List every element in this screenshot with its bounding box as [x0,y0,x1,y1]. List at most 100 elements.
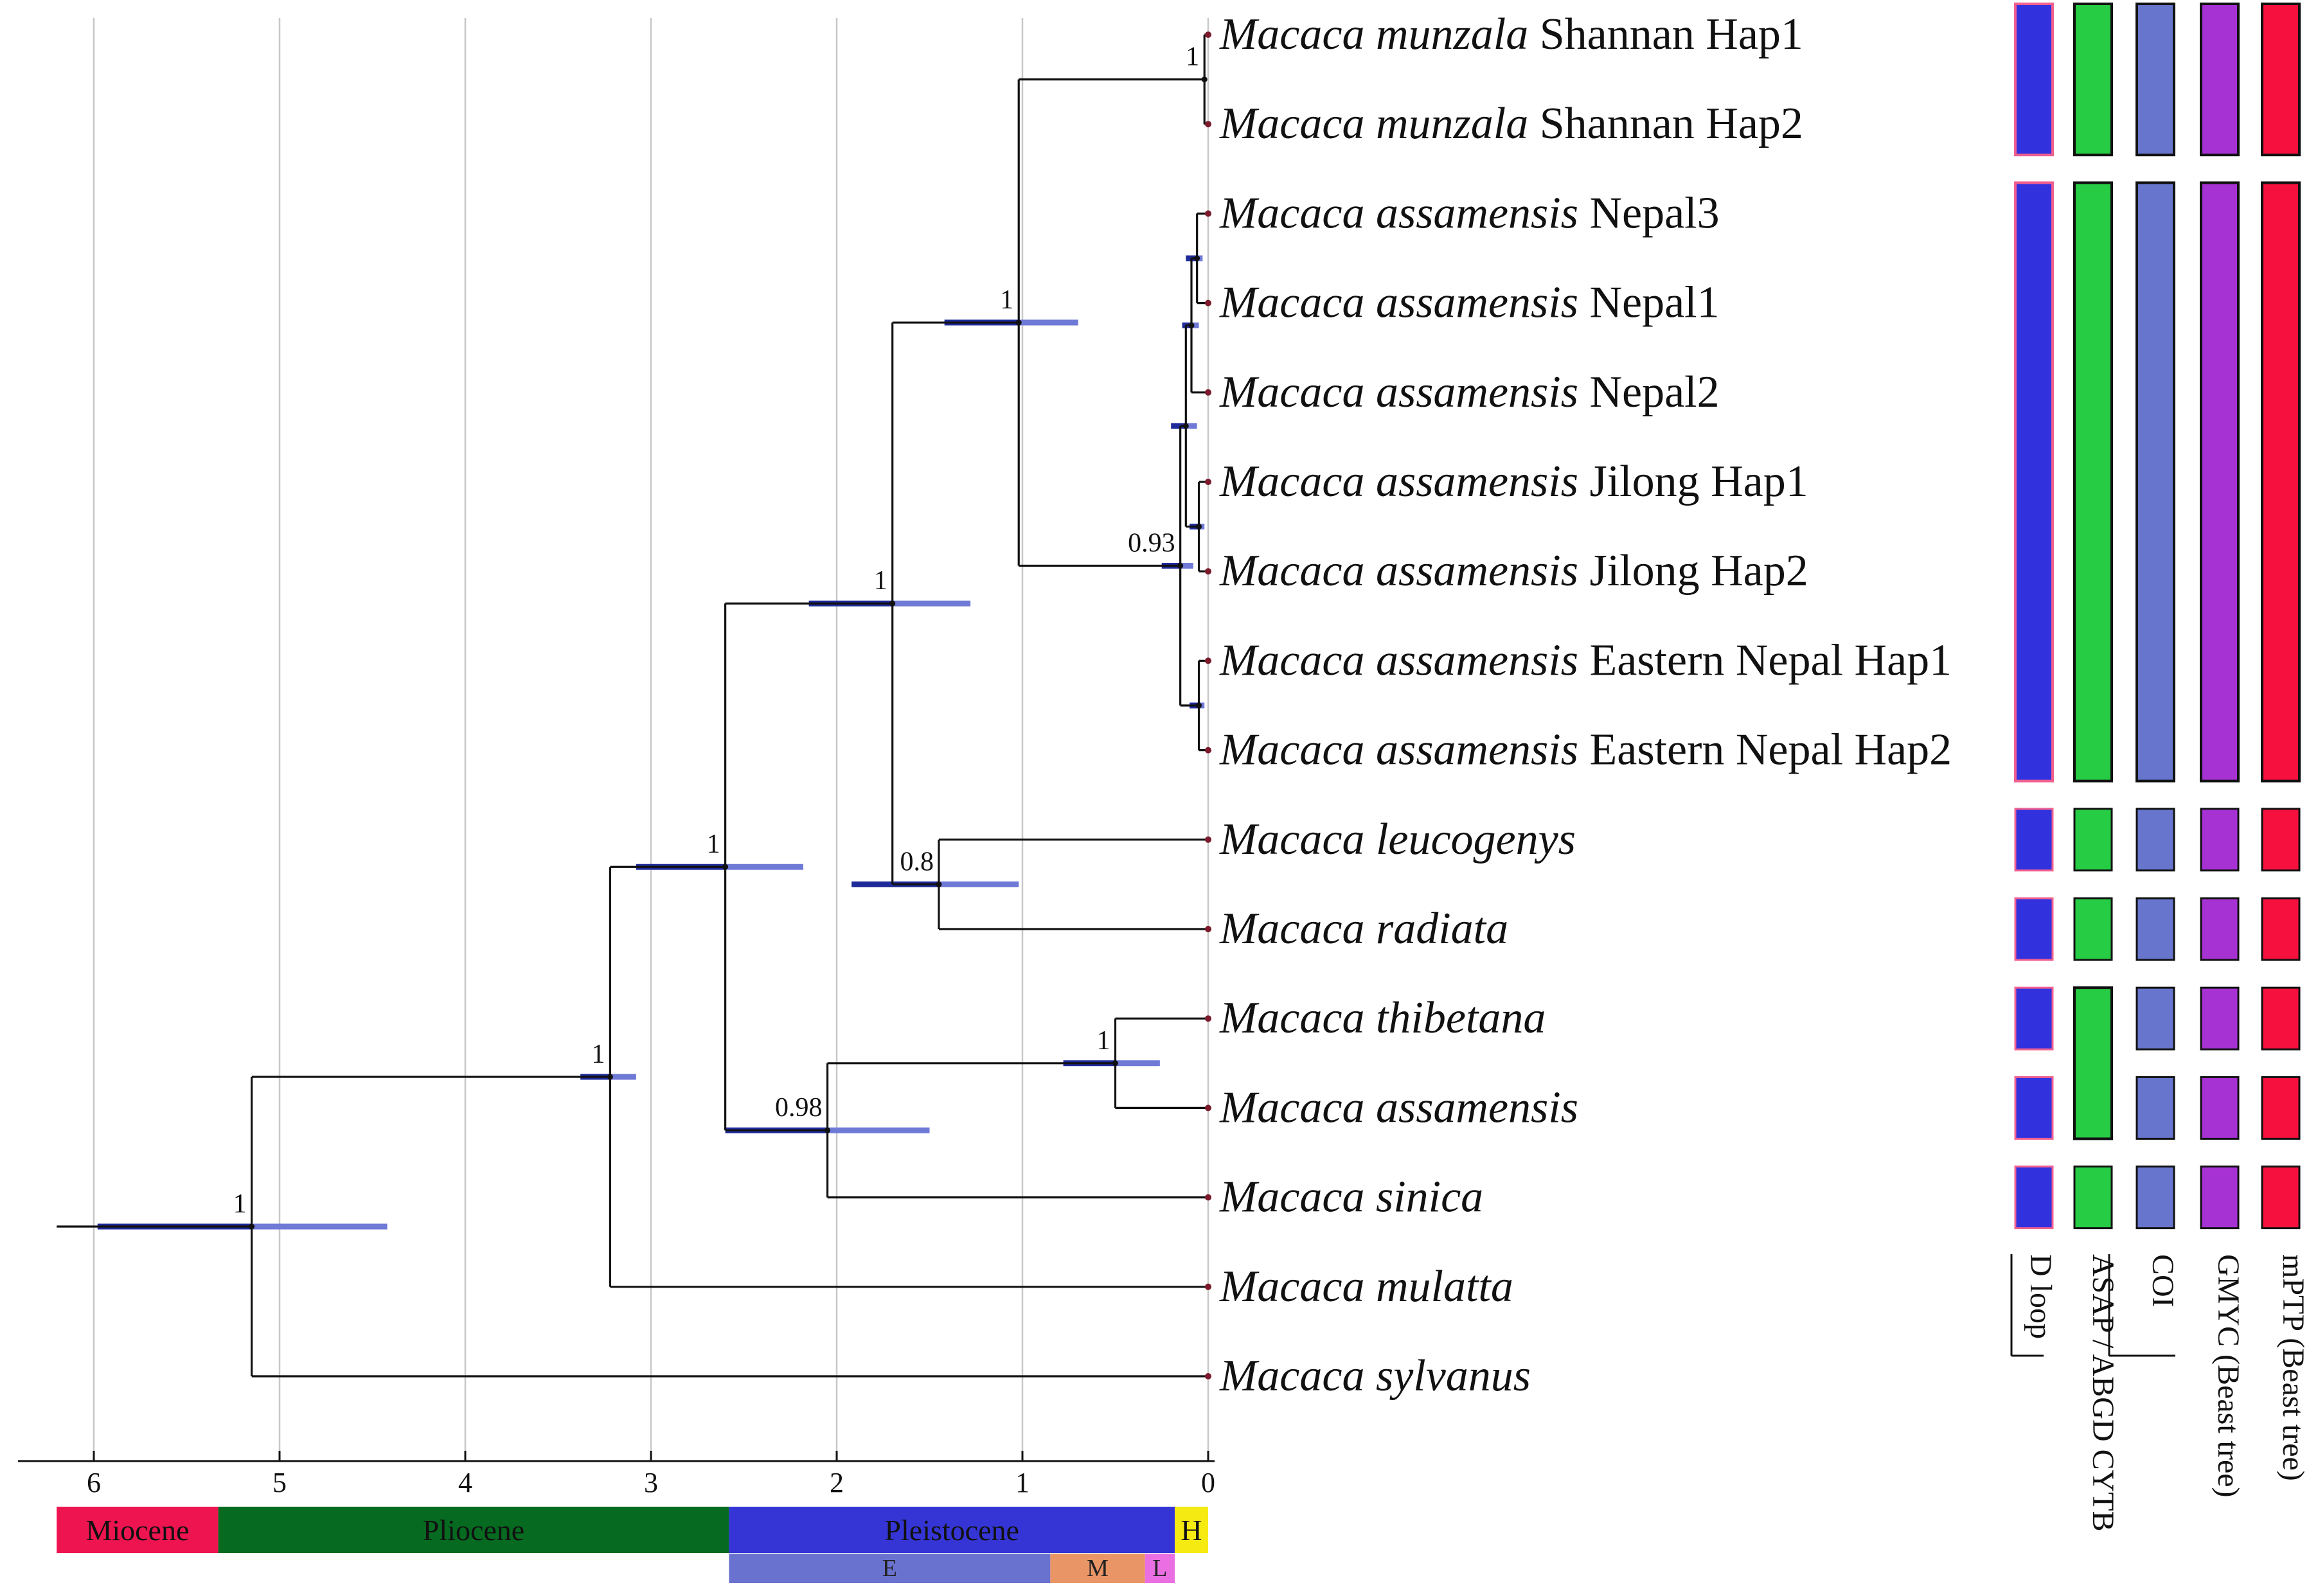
subepoch-label: E [882,1555,897,1582]
support-n_thib_ass: 1 [1097,1026,1110,1056]
tip-dot [1205,568,1211,575]
delimit-box-0 [2014,1076,2054,1140]
taxon-label: Macaca assamensis Eastern Nepal Hap1 [1219,635,1952,685]
delimit-box-4 [2261,1076,2301,1140]
delimit-box-4 [2261,181,2301,783]
taxon-population: Shannan Hap2 [1528,99,1803,148]
delimit-box-1 [2073,897,2113,961]
delimit-box-2 [2135,1166,2175,1230]
taxon-label: Macaca assamensis Nepal2 [1219,368,1720,417]
delimit-box-4 [2261,986,2301,1051]
taxon-label: Macaca assamensis Nepal3 [1219,188,1720,238]
axis-tick-label: 4 [458,1467,472,1498]
taxon-genus-species: Macaca sinica [1219,1173,1483,1222]
method-label: ASAP / ABGD CYTB [2086,1254,2120,1532]
tip-dot [1205,389,1211,396]
taxon-population: Eastern Nepal Hap2 [1578,725,1952,775]
delimit-box-3 [2200,181,2240,783]
taxon-genus-species: Macaca assamensis [1219,546,1578,596]
taxon-population: Shannan Hap1 [1528,10,1803,59]
delimit-box-2 [2135,181,2175,783]
taxon-genus-species: Macaca assamensis [1219,635,1578,685]
delimit-box-1 [2073,986,2113,1140]
taxon-label: Macaca munzala Shannan Hap1 [1219,10,1803,59]
tip-dot [1205,836,1211,843]
delimit-box-2 [2135,808,2175,872]
delimit-box-3 [2200,1076,2240,1140]
delimit-box-2 [2135,897,2175,961]
species-delimitation-columns: D loop ASAP / ABGD CYTB COI GMYC (Beast tre… [2010,3,2310,1532]
time-gridlines [93,18,1209,1459]
taxon-label: Macaca assamensis Nepal1 [1219,278,1720,328]
taxon-population: Jilong Hap2 [1578,546,1808,596]
delimit-box-1 [2073,3,2113,157]
delimit-box-2 [2135,3,2175,157]
epoch-label: Pleistocene [884,1514,1019,1547]
delimit-box-0 [2014,986,2054,1051]
taxon-genus-species: Macaca assamensis [1219,368,1578,417]
taxon-label: Macaca sinica [1219,1173,1483,1222]
epoch-h [1174,1507,1208,1553]
epoch-miocene [57,1507,218,1553]
tip-dot [1205,1373,1211,1379]
taxon-population: Nepal2 [1578,368,1720,417]
tip-dot [1205,657,1211,664]
taxon-label: Macaca thibetana [1219,993,1546,1043]
taxon-label: Macaca assamensis Jilong Hap2 [1219,546,1808,596]
method-label: GMYC (Beast tree) [2211,1254,2245,1498]
taxon-label: Macaca mulatta [1219,1262,1513,1311]
taxon-genus-species: Macaca munzala [1219,10,1528,59]
node-support-values: 1 0.93 1 0.8 1 1 0.98 1 1 1 [233,42,1200,1219]
taxon-genus-species: Macaca mulatta [1219,1262,1513,1311]
delimit-box-1 [2073,1166,2113,1230]
taxon-genus-species: Macaca leucogenys [1219,815,1576,864]
taxon-genus-species: Macaca sylvanus [1219,1351,1531,1401]
delimit-box-4 [2261,808,2301,872]
epoch-label: Pliocene [423,1514,524,1547]
tip-markers [1205,31,1211,1379]
axis-tick-label: 6 [87,1467,101,1498]
subepoch-label: L [1152,1555,1167,1582]
taxon-label: Macaca radiata [1219,904,1508,953]
support-n_leu_rad: 0.8 [900,847,934,876]
axis-tick-label: 3 [644,1467,658,1498]
delimit-box-2 [2135,1076,2175,1140]
support-n_mun_ass: 1 [1000,285,1013,315]
time-axis: 6 5 4 3 2 1 0 [18,1451,1215,1498]
tip-dot [1205,1015,1211,1022]
tip-dot [1205,926,1211,932]
tip-dot [1205,121,1211,128]
delimit-box-0 [2014,1166,2054,1230]
tip-dot [1205,299,1211,306]
support-n_mun: 1 [1186,42,1199,72]
delimit-box-0 [2014,897,2054,961]
delimit-box-1 [2073,808,2113,872]
taxon-genus-species: Macaca assamensis [1219,457,1578,506]
tip-dot [1205,747,1211,754]
taxon-population: Eastern Nepal Hap1 [1578,635,1952,685]
delimit-box-4 [2261,1166,2301,1230]
tip-dot [1205,1194,1211,1201]
epoch-label: H [1181,1514,1202,1547]
subepoch-m [1050,1554,1145,1583]
delimit-box-4 [2261,897,2301,961]
taxon-genus-species: Macaca radiata [1219,904,1508,953]
method-label: D loop [2024,1254,2058,1339]
subepoch-e [729,1554,1051,1583]
axis-tick-label: 1 [1015,1467,1030,1498]
tip-dot [1205,1283,1211,1290]
taxon-population: Jilong Hap1 [1578,457,1808,506]
taxon-label: Macaca leucogenys [1219,815,1576,864]
delimit-box-4 [2261,3,2301,157]
subepoch-l [1145,1554,1175,1583]
tip-dot [1205,479,1211,485]
taxon-genus-species: Macaca thibetana [1219,993,1546,1043]
taxon-label: Macaca assamensis Jilong Hap1 [1219,457,1808,506]
tip-dot [1205,210,1211,217]
taxon-population: Nepal3 [1578,188,1720,238]
geologic-epoch-bar: Miocene Pliocene Pleistocene H E M L [57,1507,1208,1583]
support-n_mul: 1 [591,1040,605,1069]
axis-tick-label: 5 [272,1467,287,1498]
taxon-label: Macaca sylvanus [1219,1351,1531,1401]
